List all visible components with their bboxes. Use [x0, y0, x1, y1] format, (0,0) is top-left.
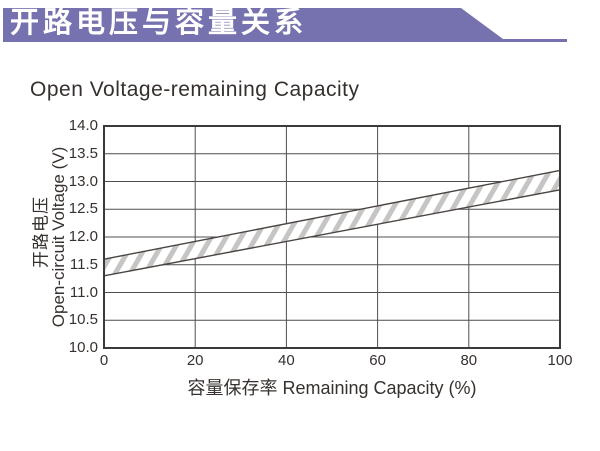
y-axis-label-en: Open-circuit Voltage (V) [49, 146, 68, 328]
y-tick-label: 11.5 [69, 255, 98, 273]
voltage-band-lower-edge [103, 189, 561, 277]
banner-shape [3, 8, 567, 42]
chart-title: Open Voltage-remaining Capacity [30, 78, 360, 101]
x-tick-label: 40 [278, 352, 295, 369]
y-tick-label: 11.0 [69, 283, 98, 301]
y-tick-label: 13.5 [68, 144, 98, 162]
voltage-band-upper-edge [103, 169, 561, 260]
banner-title: 开路电压与容量关系 [10, 7, 308, 39]
y-tick-label: 13.0 [68, 172, 98, 190]
x-tick-label: 100 [547, 352, 573, 369]
x-tick-label: 80 [460, 352, 478, 369]
x-tick-label: 0 [99, 352, 109, 369]
x-tick-label: 60 [369, 352, 386, 369]
y-tick-label: 10.5 [68, 311, 98, 329]
y-axis-label-cn: 开路电压 [31, 196, 51, 268]
x-axis-label: 容量保存率 Remaining Capacity (%) [187, 378, 477, 398]
header-banner [3, 8, 567, 42]
x-tick-label: 20 [186, 352, 204, 369]
y-tick-label: 12.0 [68, 228, 98, 245]
voltage-band-hatch [104, 170, 560, 276]
y-tick-label: 14.0 [68, 117, 98, 134]
plot-border [103, 125, 561, 349]
y-tick-label: 12.5 [68, 200, 98, 218]
y-tick-label: 10.0 [68, 339, 98, 356]
